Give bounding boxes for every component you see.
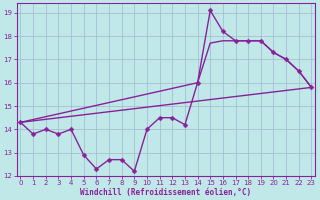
X-axis label: Windchill (Refroidissement éolien,°C): Windchill (Refroidissement éolien,°C)	[80, 188, 252, 197]
